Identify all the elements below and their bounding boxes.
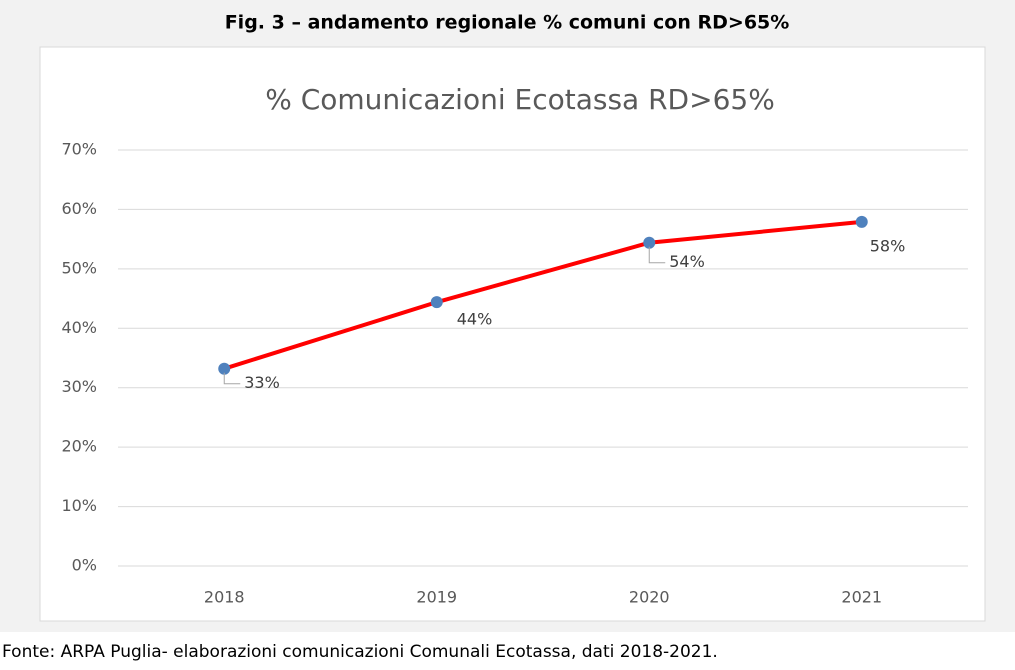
- series-line: [223, 219, 862, 371]
- caption: Fig. 3 – andamento regionale % comuni co…: [225, 12, 790, 34]
- y-tick-label: 0%: [72, 556, 97, 575]
- data-label: 54%: [669, 252, 705, 271]
- data-point: [643, 236, 656, 249]
- data-label: 33%: [244, 373, 280, 392]
- y-tick-label: 20%: [61, 437, 97, 456]
- y-tick-label: 50%: [61, 258, 97, 277]
- leader-line: [648, 246, 666, 264]
- y-tick-label: 70%: [61, 140, 97, 159]
- chart-title: % Comunicazioni Ecotassa RD>65%: [265, 83, 775, 116]
- x-tick-label: 2018: [204, 588, 245, 607]
- x-tick-label: 2021: [841, 588, 882, 607]
- y-tick-label: 30%: [61, 377, 97, 396]
- data-point: [218, 362, 231, 375]
- source-note: Fonte: ARPA Puglia- elaborazioni comunic…: [2, 642, 718, 662]
- y-tick-label: 40%: [61, 318, 97, 337]
- y-tick-label: 60%: [61, 199, 97, 218]
- data-point: [430, 296, 443, 309]
- data-point: [855, 215, 868, 228]
- y-tick-label: 10%: [61, 496, 97, 515]
- chart-area: [39, 46, 986, 622]
- data-label: 58%: [870, 236, 906, 255]
- x-tick-label: 2019: [416, 588, 457, 607]
- data-label: 44%: [457, 310, 493, 329]
- x-tick-label: 2020: [629, 588, 670, 607]
- leader-line: [223, 372, 241, 385]
